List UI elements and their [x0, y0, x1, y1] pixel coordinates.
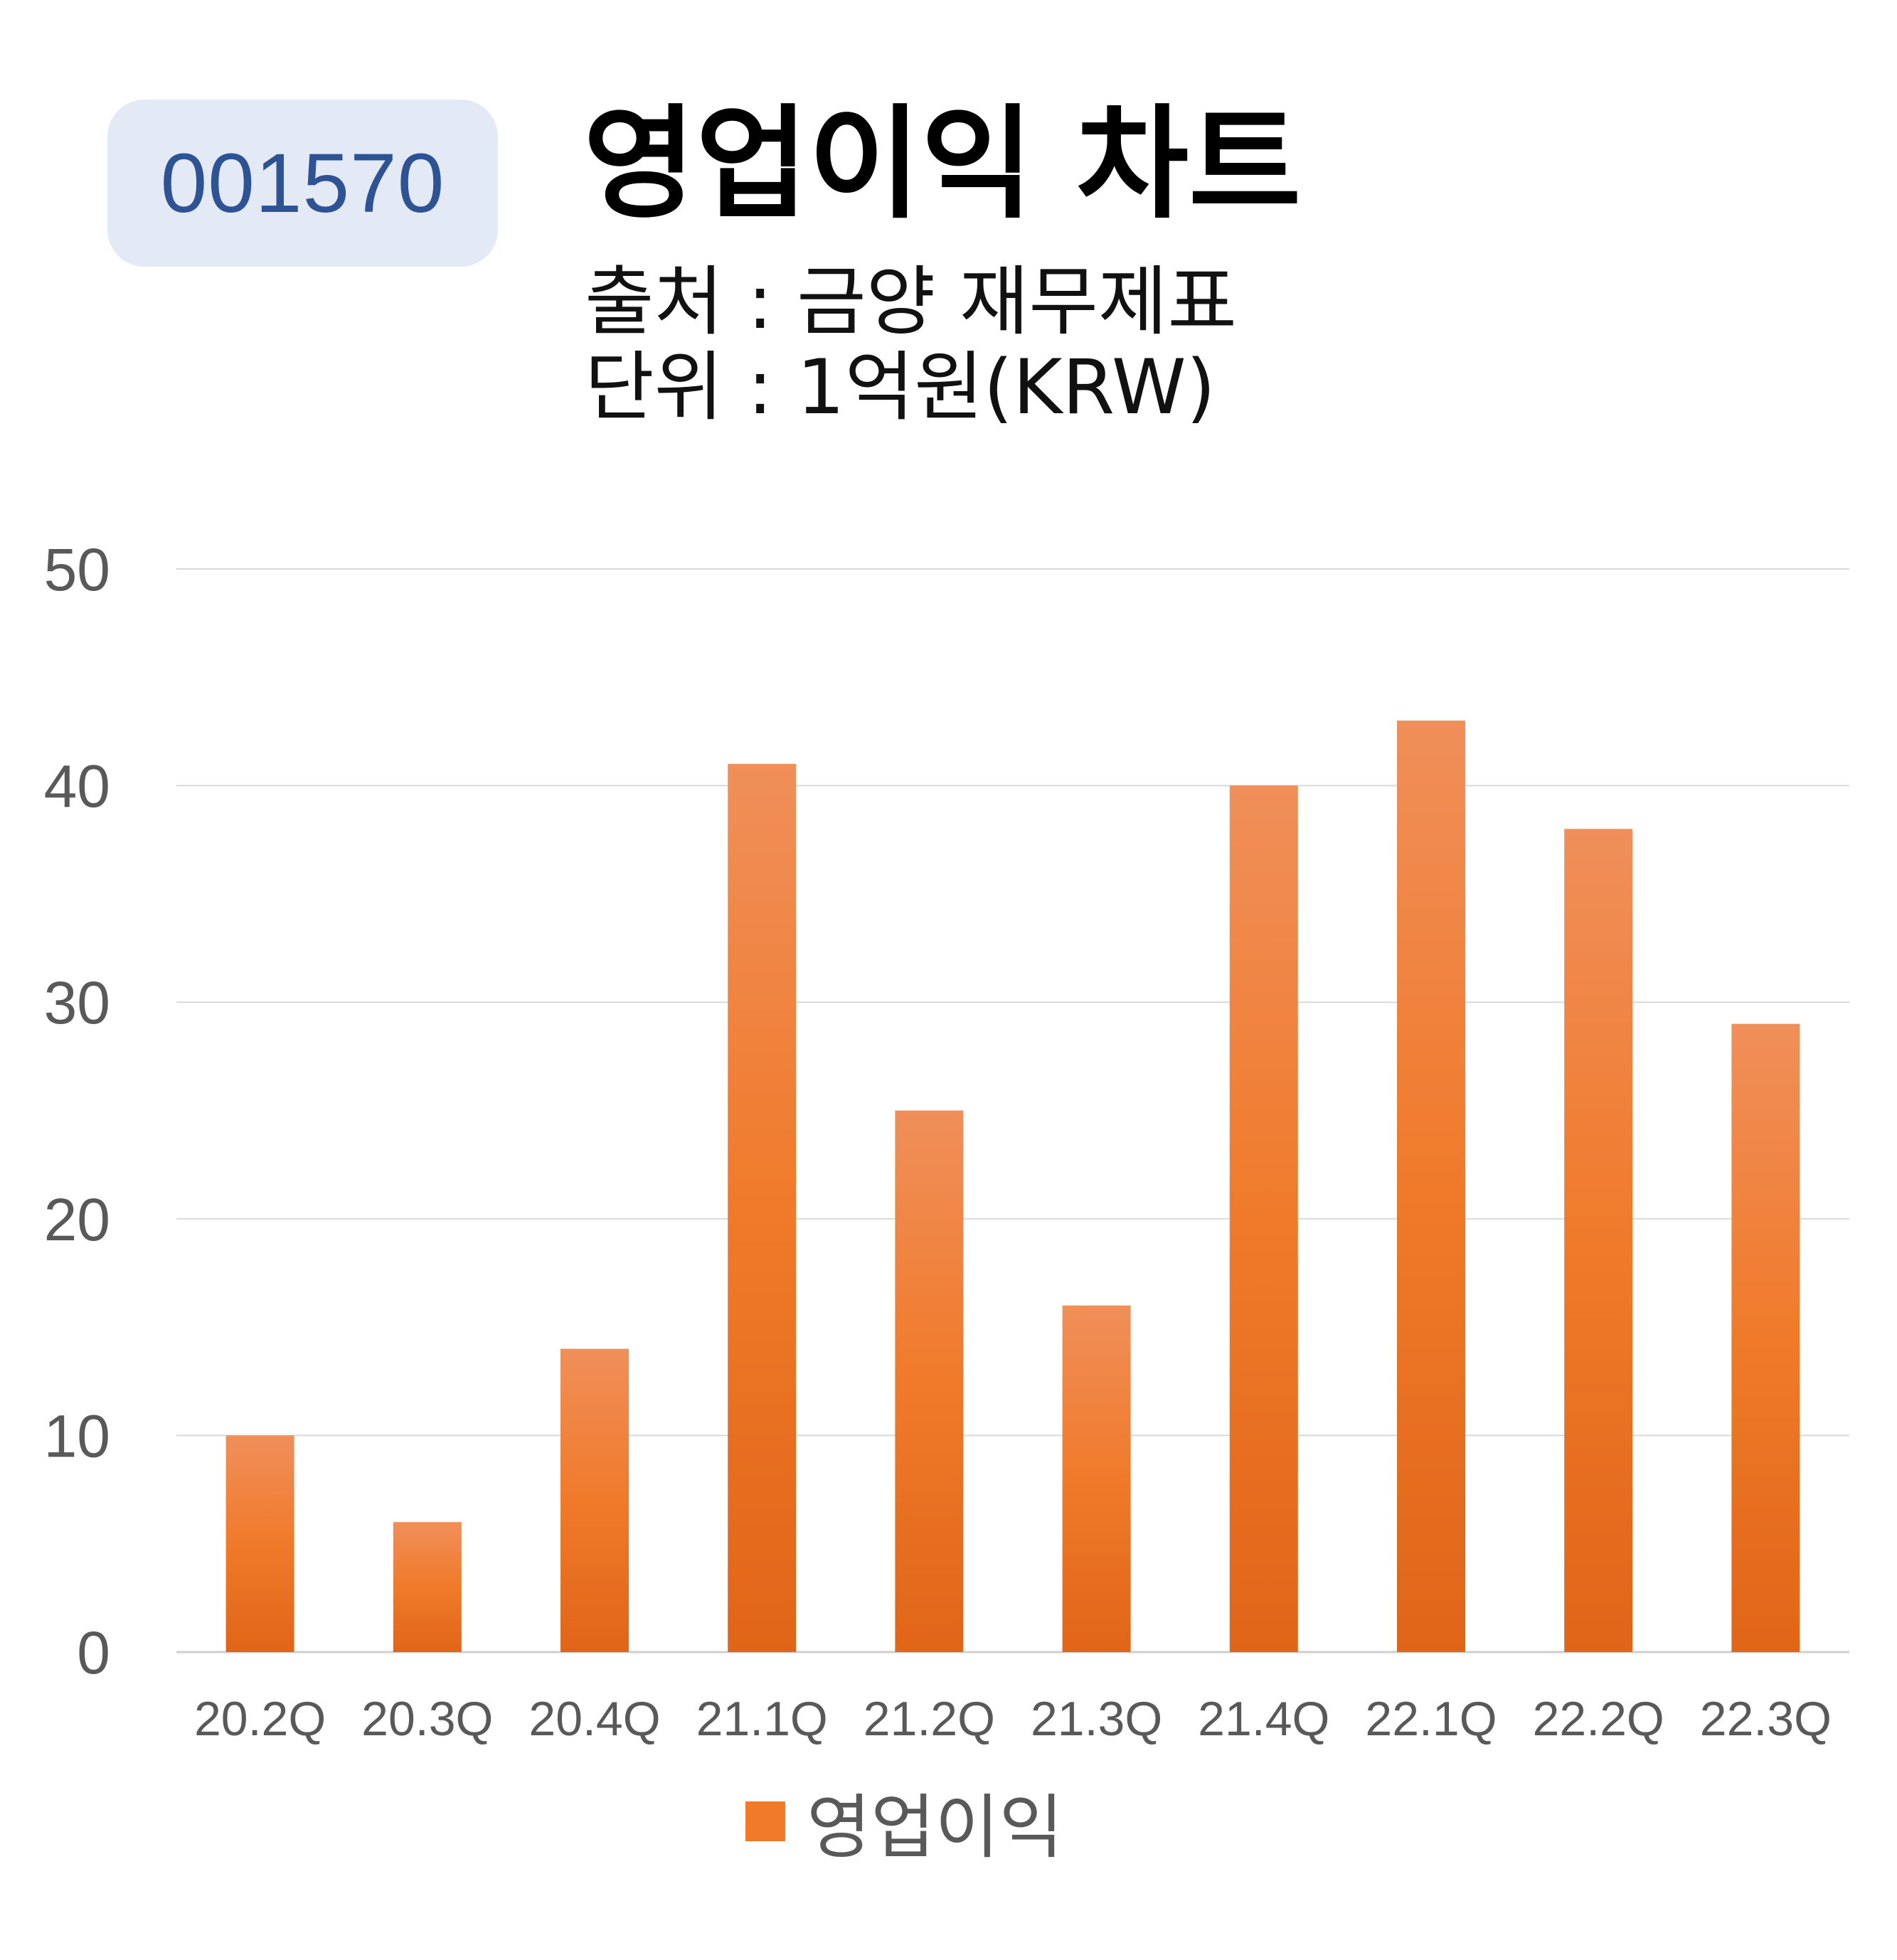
x-tick-label: 22.3Q — [1700, 1692, 1832, 1746]
legend-swatch — [745, 1801, 786, 1841]
x-tick-label: 21.3Q — [1031, 1692, 1162, 1746]
chart-source: 출처 : 금양 재무제표 — [585, 258, 1237, 346]
bar — [1564, 829, 1633, 1652]
bar — [1731, 1023, 1800, 1652]
x-tick-label: 21.1Q — [696, 1692, 828, 1746]
x-tick-label: 20.3Q — [361, 1692, 493, 1746]
chart-unit: 단위 : 1억원(KRW) — [585, 343, 1216, 431]
ticker-badge: 001570 — [107, 100, 498, 267]
bar — [1062, 1305, 1131, 1652]
x-axis-ticks: 20.2Q 20.3Q 20.4Q 21.1Q 21.2Q 21.3Q 21.4Q 22.1Q… — [194, 1692, 1832, 1746]
chart-title: 영업이익 차트 — [583, 92, 1302, 235]
bar — [225, 1435, 294, 1652]
ticker-code: 001570 — [160, 136, 445, 230]
x-tick-label: 20.2Q — [194, 1692, 326, 1746]
x-tick-label: 20.4Q — [528, 1692, 660, 1746]
bar — [895, 1110, 964, 1652]
x-tick-label: 22.2Q — [1533, 1692, 1664, 1746]
bar — [393, 1522, 462, 1652]
legend: 영업이익 — [0, 1771, 1897, 1872]
bar — [1397, 720, 1465, 1652]
y-tick-label: 40 — [44, 753, 110, 820]
bar — [560, 1348, 629, 1652]
bar — [1229, 785, 1298, 1652]
x-tick-label: 22.1Q — [1365, 1692, 1497, 1746]
y-tick-label: 30 — [44, 969, 110, 1036]
x-tick-label: 21.2Q — [864, 1692, 995, 1746]
x-tick-label: 21.4Q — [1198, 1692, 1329, 1746]
legend-label: 영업이익 — [807, 1787, 1063, 1868]
y-tick-label: 50 — [44, 536, 110, 603]
y-axis-ticks: 0 10 20 30 40 50 — [44, 536, 110, 1686]
bar — [728, 764, 797, 1652]
bars — [225, 720, 1800, 1652]
y-tick-label: 0 — [77, 1619, 110, 1686]
y-tick-label: 20 — [44, 1186, 110, 1253]
y-tick-label: 10 — [44, 1402, 110, 1469]
